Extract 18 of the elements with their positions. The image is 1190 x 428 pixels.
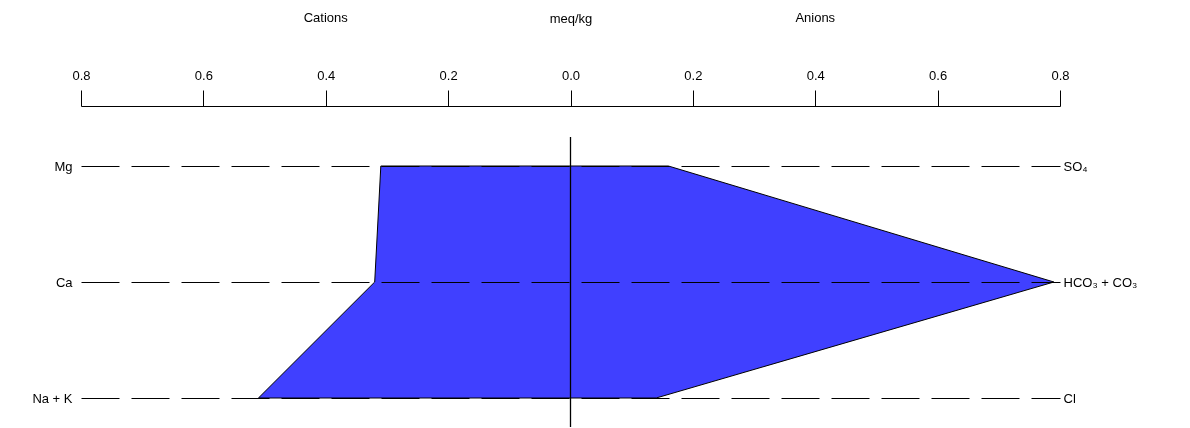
- y2-tick-label: HCO₃ + CO₃: [1063, 274, 1138, 290]
- y2-tick-label: Cl: [1063, 390, 1076, 406]
- x-tick-label: 0.4: [806, 67, 825, 83]
- x-tick-label: 0.0: [561, 67, 581, 83]
- y2-tick-label: SO₄: [1063, 158, 1088, 174]
- x-tick-label: 0.2: [439, 67, 458, 83]
- x-tick-label: 0.8: [72, 67, 91, 83]
- x-tick-label: 0.4: [317, 67, 336, 83]
- y-tick-label: Mg: [54, 158, 73, 174]
- y-tick-label: Na + K: [32, 390, 73, 406]
- text: Cations: [303, 10, 349, 25]
- x-axis-title: meq/kg: [549, 10, 593, 26]
- x-tick-label: 0.6: [929, 67, 948, 83]
- x-tick-label: 0.2: [684, 67, 703, 83]
- y-tick-label: Ca: [55, 274, 74, 290]
- x-tick-label: 0.8: [1051, 67, 1070, 83]
- text: Anions: [795, 10, 836, 25]
- x-tick-label: 0.6: [194, 67, 213, 83]
